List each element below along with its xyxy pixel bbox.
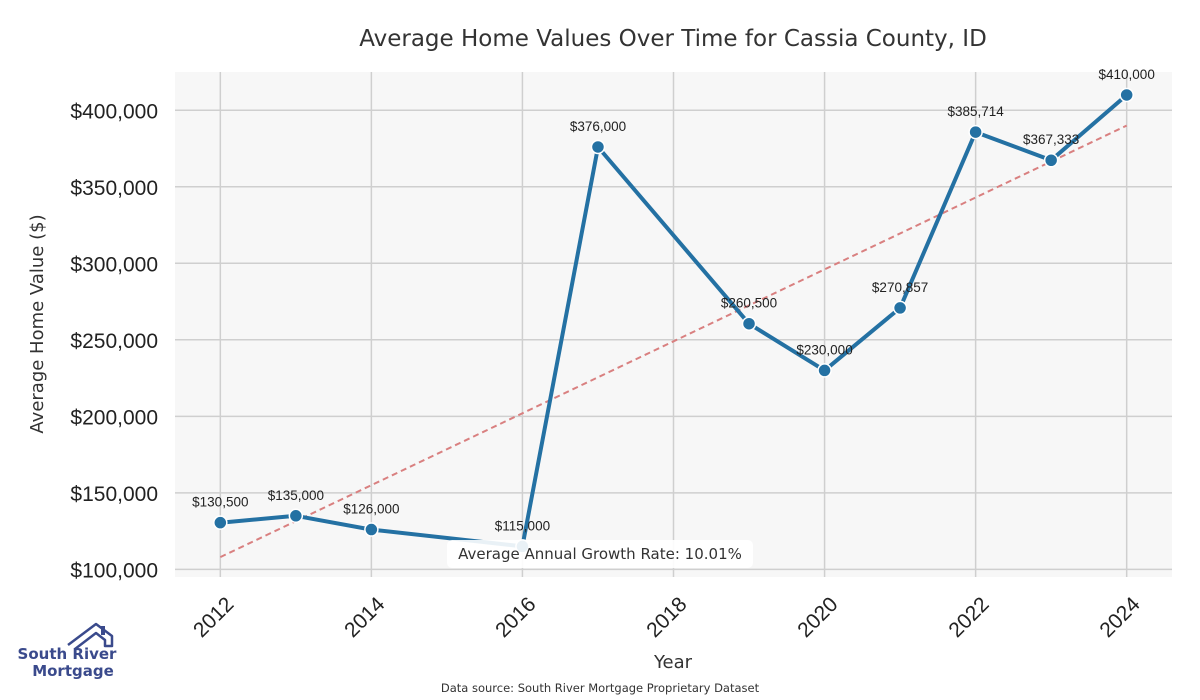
y-tick-label: $150,000	[70, 483, 158, 506]
y-tick-label: $200,000	[70, 406, 158, 429]
data-point	[741, 316, 757, 331]
data-point	[1043, 152, 1059, 168]
data-label: $385,714	[947, 104, 1004, 119]
data-label: $410,000	[1099, 67, 1155, 82]
data-source: Data source: South River Mortgage Propri…	[441, 681, 760, 695]
grid	[175, 72, 1172, 577]
data-label: $367,333	[1023, 132, 1079, 147]
annotation-box	[447, 540, 753, 568]
annotation-text: Average Annual Growth Rate: 10.01%	[458, 545, 742, 563]
x-tick-label: 2014	[340, 593, 390, 643]
x-tick-label: 2024	[1095, 593, 1145, 643]
trendline-layer	[219, 124, 1128, 559]
logo: South River Mortgage	[18, 622, 118, 680]
x-tick-label: 2018	[642, 593, 691, 642]
data-labels: $130,500 $135,000 $126,000 $115,000 $376,000…	[192, 67, 1155, 533]
data-point	[288, 508, 304, 524]
data-label: $260,500	[721, 296, 777, 311]
y-tick-label: $400,000	[70, 100, 158, 123]
y-axis-label: Average Home Value ($)	[27, 214, 48, 433]
x-tick-label: 2016	[491, 593, 540, 642]
y-tick-label: $350,000	[70, 177, 158, 200]
logo-line2: Mortgage	[32, 662, 114, 680]
logo-line1: South River	[18, 645, 118, 663]
data-label: $376,000	[570, 119, 626, 134]
x-tick-label: 2020	[793, 593, 842, 642]
x-axis-label: Year	[653, 652, 693, 673]
data-label: $126,000	[343, 502, 399, 517]
data-point	[968, 124, 983, 140]
y-tick-label: $100,000	[70, 559, 158, 582]
y-tick-label: $300,000	[70, 253, 158, 276]
data-label: $130,500	[192, 495, 248, 510]
data-point	[1119, 87, 1134, 103]
chart-title: Average Home Values Over Time for Cassia…	[359, 26, 987, 52]
data-label: $230,000	[796, 342, 852, 357]
data-point	[213, 515, 228, 530]
data-point	[892, 300, 908, 316]
data-label: $135,000	[268, 488, 324, 503]
trendline	[219, 124, 1128, 559]
house-icon	[67, 622, 114, 650]
data-label: $115,000	[495, 518, 550, 533]
y-tick-label: $250,000	[70, 330, 158, 353]
data-label: $270,857	[872, 280, 928, 295]
x-tick-label: 2022	[944, 593, 993, 642]
chimney-icon	[101, 626, 105, 635]
x-tick-label: 2012	[189, 593, 238, 642]
data-point	[590, 139, 606, 155]
growth-rate-annotation: Average Annual Growth Rate: 10.01%	[447, 540, 753, 568]
data-point	[364, 522, 379, 537]
data-point	[817, 363, 832, 378]
